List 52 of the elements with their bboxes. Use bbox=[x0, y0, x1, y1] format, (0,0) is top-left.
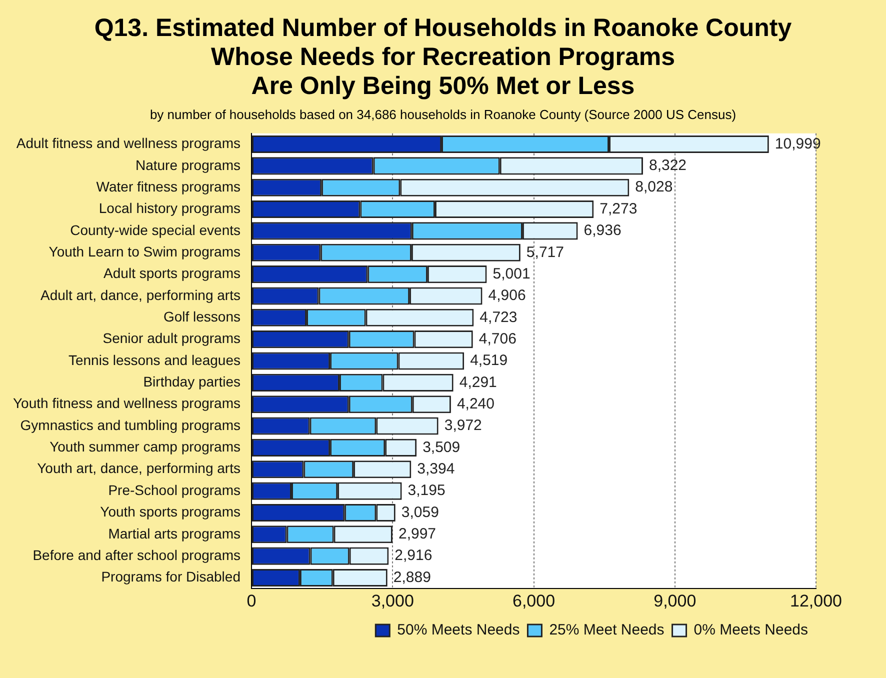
y-tick-label: Youth fitness and wellness programs bbox=[13, 395, 240, 412]
total-label: 2,916 bbox=[394, 547, 432, 564]
y-tick-label: County-wide special events bbox=[70, 222, 240, 238]
total-label: 2,997 bbox=[398, 526, 436, 543]
total-label: 4,906 bbox=[488, 287, 526, 304]
total-label: 7,273 bbox=[600, 200, 638, 218]
total-label: 3,394 bbox=[417, 460, 455, 478]
y-tick-label: Tennis lessons and leagues bbox=[68, 352, 240, 368]
legend-label: 0% Meets Needs bbox=[694, 622, 808, 639]
legend-label: 50% Meets Needs bbox=[397, 622, 520, 639]
x-tick-label: 9,000 bbox=[654, 591, 696, 610]
x-tick-label: 12,000 bbox=[790, 591, 842, 610]
total-label: 4,519 bbox=[470, 352, 508, 370]
total-label: 6,936 bbox=[584, 222, 622, 240]
total-label: 10,999 bbox=[774, 135, 821, 152]
y-tick-label: Programs for Disabled bbox=[101, 568, 240, 585]
x-tick-label: 3,000 bbox=[371, 591, 414, 610]
total-label: 4,291 bbox=[459, 374, 497, 391]
y-tick-label: Gymnastics and tumbling programs bbox=[20, 416, 240, 433]
y-tick-label: Pre-School programs bbox=[108, 482, 240, 498]
total-label: 3,972 bbox=[444, 417, 482, 434]
y-tick-label: Nature programs bbox=[135, 156, 240, 173]
y-tick-label: Adult fitness and wellness programs bbox=[16, 135, 240, 152]
total-label: 5,717 bbox=[526, 244, 564, 261]
y-tick-label: Youth Learn to Swim programs bbox=[48, 243, 240, 260]
total-label: 4,240 bbox=[456, 395, 495, 412]
y-tick-label: Water fitness programs bbox=[96, 178, 240, 194]
y-tick-label: Before and after school programs bbox=[32, 546, 240, 563]
y-tick-label: Youth sports programs bbox=[100, 504, 240, 520]
total-label: 5,001 bbox=[492, 265, 530, 282]
y-tick-label: Birthday parties bbox=[143, 374, 240, 390]
y-tick-label: Adult art, dance, performing arts bbox=[40, 286, 240, 303]
chart-subtitle: by number of households based on 34,686 households in Roanoke County (Source 2000 US Census) bbox=[148, 107, 738, 122]
y-tick-label: Youth summer camp programs bbox=[50, 438, 240, 455]
chart-title: Q13. Estimated Number of Households in Roanoke County Whose Needs for Recreation Programs Are Only Being 50% Met or Less bbox=[93, 13, 793, 101]
total-label: 4,706 bbox=[478, 330, 516, 348]
y-tick-label: Local history programs bbox=[98, 200, 240, 216]
total-label: 3,059 bbox=[401, 504, 439, 521]
y-tick-label: Martial arts programs bbox=[108, 525, 240, 542]
y-tick-label: Adult sports programs bbox=[104, 265, 240, 282]
x-tick-label: 0 bbox=[246, 591, 256, 610]
total-label: 3,195 bbox=[408, 482, 446, 500]
legend-label: 25% Meet Needs bbox=[549, 622, 664, 639]
total-label: 3,509 bbox=[422, 438, 460, 456]
y-tick-label: Golf lessons bbox=[163, 308, 240, 325]
y-tick-label: Youth art, dance, performing arts bbox=[37, 460, 240, 476]
total-label: 8,028 bbox=[635, 178, 673, 196]
total-label: 8,322 bbox=[648, 157, 687, 174]
total-label: 2,889 bbox=[393, 568, 431, 586]
y-tick-label: Senior adult programs bbox=[102, 330, 240, 346]
x-tick-label: 6,000 bbox=[512, 591, 556, 610]
total-label: 4,723 bbox=[480, 308, 518, 326]
